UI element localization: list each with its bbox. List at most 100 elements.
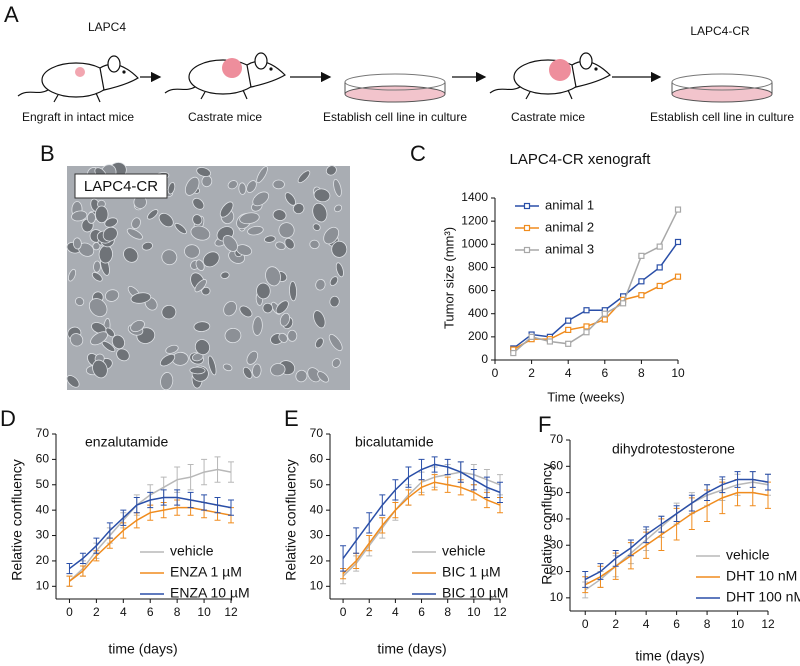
x-tick-label: 0	[340, 605, 347, 619]
cell	[222, 363, 233, 372]
cell	[202, 251, 220, 268]
marker	[546, 338, 554, 345]
cell	[86, 211, 96, 224]
cell	[193, 321, 211, 332]
marker	[601, 310, 608, 317]
chart-title: enzalutamide	[85, 434, 168, 450]
y-tick-label: 30	[310, 528, 324, 542]
cell	[201, 286, 211, 296]
cell	[184, 244, 200, 259]
cell	[196, 167, 211, 177]
panel-label: F	[538, 412, 551, 437]
x-tick-label: 0	[582, 617, 589, 631]
y-axis-label: Tumor size (mm³)	[441, 227, 456, 329]
mouse	[489, 52, 611, 100]
panel-a: A LAPC4 LAPC4-CR Engraft in intact mice …	[4, 2, 794, 124]
chart-title: dihydrotestosterone	[612, 441, 735, 457]
x-tick-label: 2	[93, 605, 100, 619]
cell	[123, 247, 139, 263]
cell	[325, 165, 337, 176]
cell	[94, 205, 109, 224]
cell	[333, 178, 342, 197]
cell	[256, 166, 268, 184]
cell	[278, 222, 295, 239]
cell	[93, 260, 101, 273]
error-bar	[228, 499, 234, 516]
x-tick-label: 8	[444, 605, 451, 619]
cell	[284, 237, 295, 250]
cell	[272, 179, 285, 190]
y-tick-label: 800	[468, 260, 488, 274]
cell	[71, 210, 88, 222]
cell	[192, 197, 205, 210]
dish	[344, 73, 446, 103]
marker	[656, 264, 663, 271]
cell	[189, 366, 206, 375]
marker	[583, 329, 590, 336]
cell	[238, 182, 247, 195]
tumor	[75, 67, 85, 77]
cell	[275, 241, 286, 251]
y-tick-label: 40	[550, 511, 564, 525]
y-tick-label: 70	[550, 432, 564, 446]
step-label: Castrate mice	[511, 110, 585, 124]
cell	[242, 366, 253, 379]
y-tick-label: 50	[550, 485, 564, 499]
chart-title: LAPC4-CR xenograft	[510, 151, 652, 168]
cell	[220, 271, 230, 279]
cell	[334, 204, 343, 213]
y-axis-label: Relative confluency	[9, 459, 25, 580]
cell	[75, 297, 85, 307]
cell	[309, 239, 320, 250]
x-tick-label: 4	[643, 617, 650, 631]
cell	[256, 282, 271, 300]
cell	[275, 300, 289, 315]
cell	[190, 225, 211, 241]
cell	[68, 268, 77, 282]
x-axis-label: time (days)	[635, 648, 704, 664]
cell	[246, 180, 257, 193]
cell	[252, 316, 263, 336]
cell	[224, 327, 242, 344]
cell	[192, 214, 203, 226]
y-tick-label: 20	[550, 564, 564, 578]
y-tick-label: 1400	[461, 190, 488, 204]
y-tick-label: 20	[310, 553, 324, 567]
cell	[264, 235, 276, 243]
x-tick-label: 10	[671, 366, 685, 380]
mouse	[164, 52, 286, 100]
cell	[313, 310, 326, 329]
step-label: Establish cell line in culture	[323, 110, 467, 124]
y-tick-label: 40	[36, 502, 50, 516]
y-tick-label: 30	[36, 528, 50, 542]
legend-label: ENZA 10 µM	[170, 585, 250, 601]
y-tick-label: 10	[36, 578, 50, 592]
cell	[158, 212, 174, 228]
cell	[159, 353, 176, 367]
marker	[638, 292, 645, 299]
marker	[528, 333, 535, 340]
x-axis-label: Time (weeks)	[547, 389, 625, 404]
legend-label: vehicle	[726, 547, 770, 563]
x-tick-label: 0	[492, 366, 499, 380]
marker	[565, 340, 572, 347]
panel-label: C	[410, 141, 426, 166]
x-tick-label: 6	[673, 617, 680, 631]
legend-label: ENZA 1 µM	[170, 564, 242, 580]
cell	[194, 279, 207, 293]
marker	[583, 307, 590, 314]
marker	[638, 278, 645, 285]
cell	[105, 327, 115, 338]
y-tick-label: 50	[36, 477, 50, 491]
cell	[66, 375, 80, 388]
x-tick-label: 12	[224, 605, 238, 619]
x-tick-label: 12	[493, 605, 507, 619]
legend-label: DHT 10 nM	[726, 568, 797, 584]
x-tick-label: 10	[467, 605, 481, 619]
cell	[252, 363, 262, 378]
cell	[329, 276, 339, 287]
cell	[328, 334, 343, 352]
cell	[289, 280, 297, 302]
cell	[126, 228, 143, 240]
x-tick-label: 6	[418, 605, 425, 619]
